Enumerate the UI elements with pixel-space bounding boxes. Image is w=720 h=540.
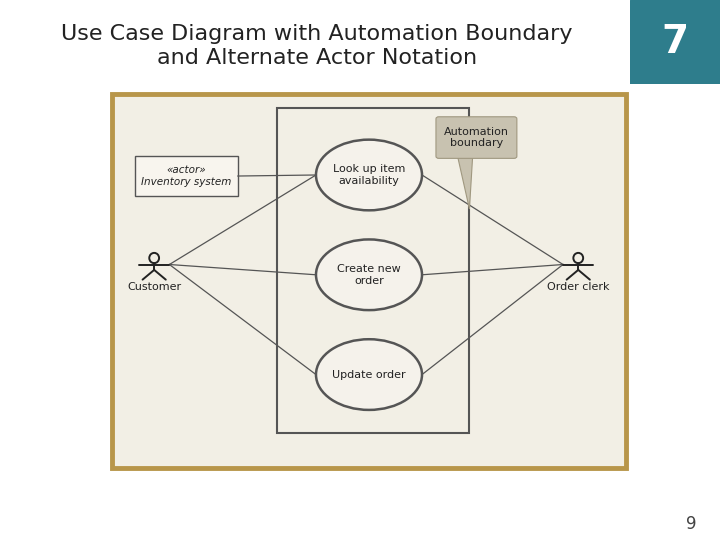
Text: «actor»
Inventory system: «actor» Inventory system <box>141 165 231 187</box>
Ellipse shape <box>316 239 422 310</box>
Text: 7: 7 <box>662 23 688 61</box>
Text: Look up item
availability: Look up item availability <box>333 164 405 186</box>
FancyBboxPatch shape <box>436 117 517 158</box>
Text: Customer: Customer <box>127 282 181 292</box>
Bar <box>135 156 238 196</box>
Polygon shape <box>458 156 472 209</box>
Text: 9: 9 <box>686 515 696 533</box>
Text: Use Case Diagram with Automation Boundary
and Alternate Actor Notation: Use Case Diagram with Automation Boundar… <box>61 24 572 68</box>
Text: Order clerk: Order clerk <box>547 282 610 292</box>
Ellipse shape <box>316 339 422 410</box>
Bar <box>277 109 469 433</box>
Text: Create new
order: Create new order <box>337 264 401 286</box>
Text: Automation
boundary: Automation boundary <box>444 127 509 148</box>
Ellipse shape <box>316 140 422 211</box>
Text: Update order: Update order <box>332 369 406 380</box>
